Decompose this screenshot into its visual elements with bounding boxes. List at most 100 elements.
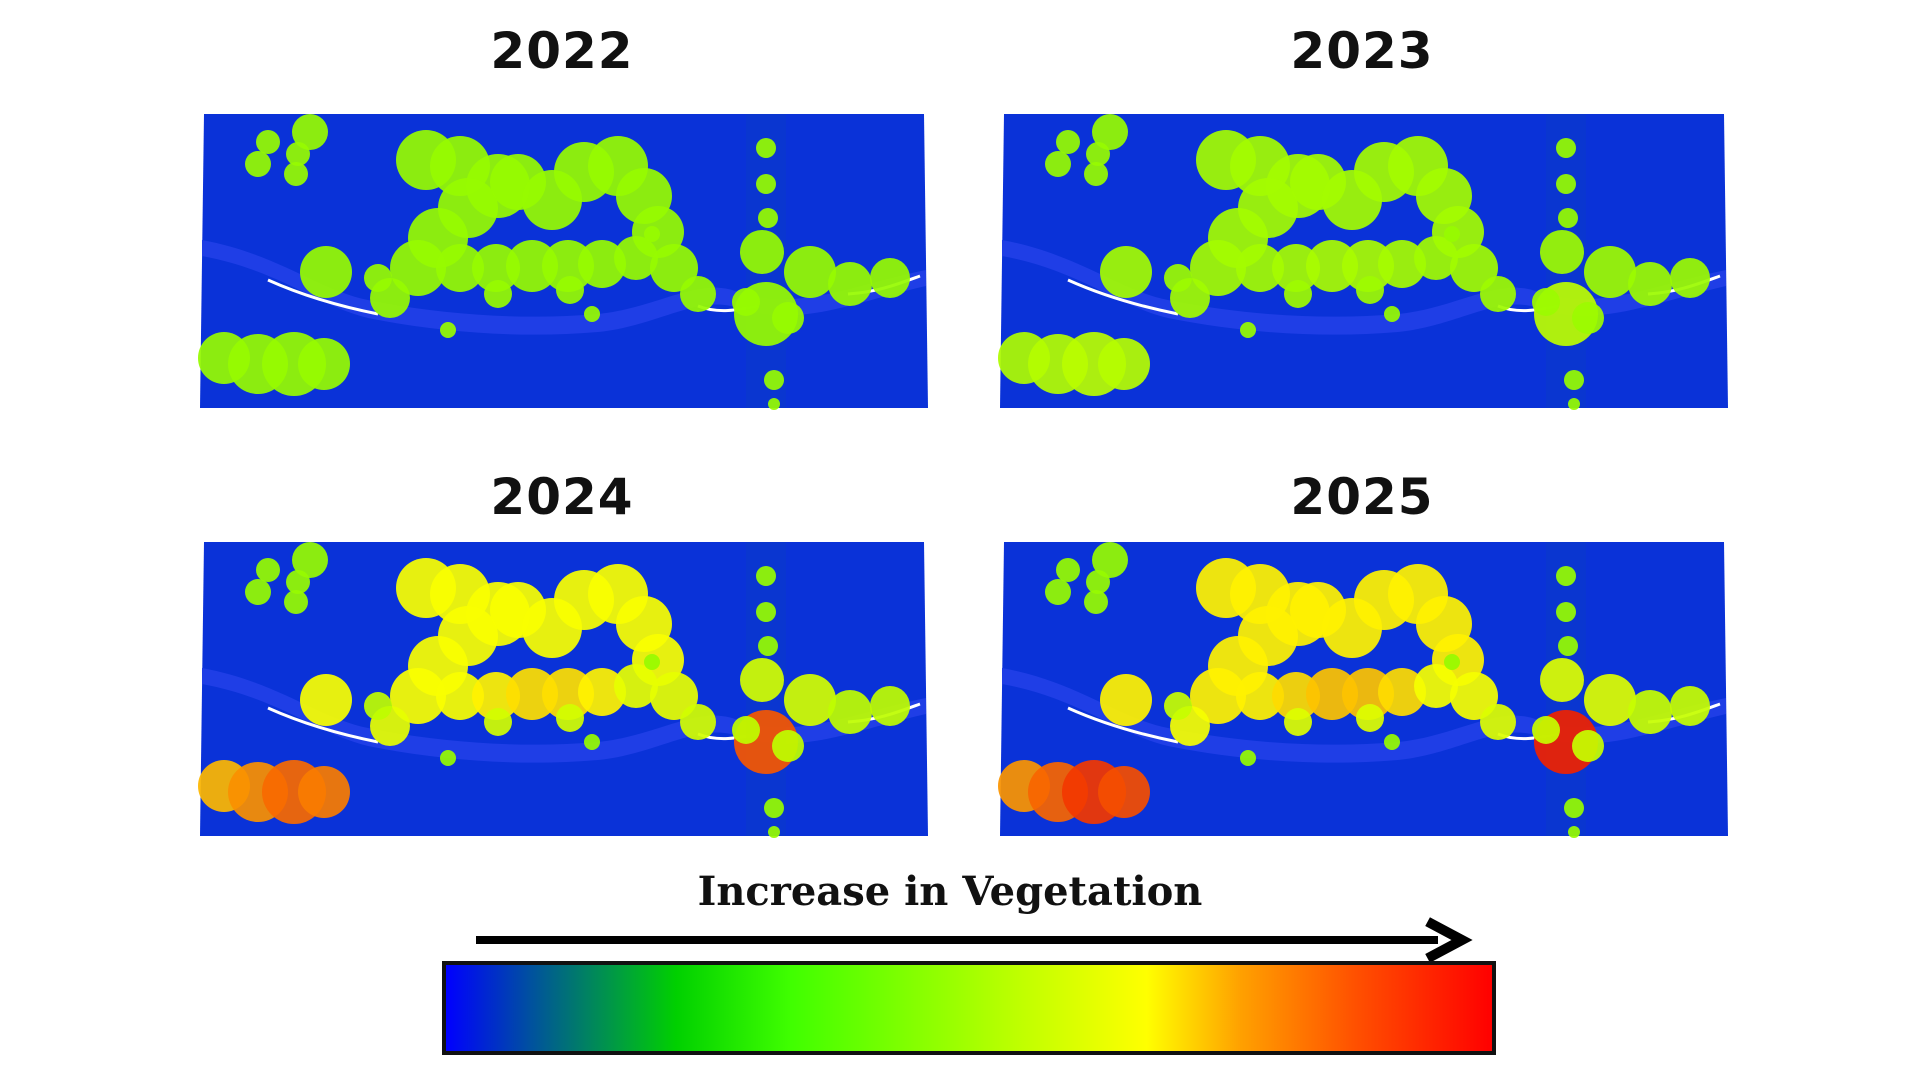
tree-crown [1240, 750, 1256, 766]
tree-crown [1540, 230, 1584, 274]
right-arrow-icon [476, 917, 1473, 963]
stream-bank [1067, 706, 1179, 744]
tree-crown [1164, 692, 1192, 720]
stream-bank [267, 706, 379, 744]
tree-crown [436, 244, 484, 292]
panel-year-2022: 2022 [490, 22, 634, 80]
tree-crown [1556, 602, 1576, 622]
tree-crown [298, 766, 350, 818]
tree-crown [1556, 138, 1576, 158]
tree-crown [284, 590, 308, 614]
tree-crown [1564, 370, 1584, 390]
tree-crown [644, 654, 660, 670]
tree-crown [644, 226, 660, 242]
tree-crown [292, 542, 328, 578]
tree-crown [1628, 690, 1672, 734]
tree-crown [1056, 130, 1080, 154]
tree-crown [364, 264, 392, 292]
tree-crown [1086, 142, 1110, 166]
tree-crown [298, 338, 350, 390]
tree-crown [1628, 262, 1672, 306]
stream-bank [267, 278, 379, 316]
tree-crown [1086, 570, 1110, 594]
tree-crown [1480, 704, 1516, 740]
tree-crown [758, 636, 778, 656]
tree-crown [1284, 280, 1312, 308]
vegetation-map-2025 [998, 542, 1728, 838]
tree-crown [828, 690, 872, 734]
tree-crown [245, 579, 271, 605]
tree-crown [245, 151, 271, 177]
tree-crown [584, 306, 600, 322]
tree-crown [1584, 674, 1636, 726]
tree-crown [756, 566, 776, 586]
tree-crown [1414, 236, 1458, 280]
tree-crown [1450, 244, 1498, 292]
tree-crown [1444, 654, 1460, 670]
tree-crown [1414, 664, 1458, 708]
tree-crown [614, 664, 658, 708]
tree-crown [1084, 590, 1108, 614]
tree-crown [1572, 302, 1604, 334]
tree-crown [300, 246, 352, 298]
tree-crown [614, 236, 658, 280]
tree-crown [1572, 730, 1604, 762]
tree-crown [1540, 658, 1584, 702]
tree-crown [440, 322, 456, 338]
panel-year-2023: 2023 [1290, 22, 1434, 80]
tree-crown [440, 750, 456, 766]
tree-crown [1100, 246, 1152, 298]
tree-crown [1056, 558, 1080, 582]
stream-bank [1067, 278, 1179, 316]
tree-crown [256, 558, 280, 582]
tree-crown [732, 716, 760, 744]
tree-crown [484, 280, 512, 308]
tree-crown [1568, 398, 1580, 410]
tree-crown [1240, 322, 1256, 338]
tree-crown [1378, 240, 1426, 288]
tree-crown [1564, 798, 1584, 818]
tree-crown [578, 668, 626, 716]
tree-crown [1190, 668, 1246, 724]
color-scale-bar [442, 961, 1496, 1055]
tree-crown [556, 276, 584, 304]
tree-crown [1558, 636, 1578, 656]
tree-crown [556, 704, 584, 732]
legend-title: Increase in Vegetation [697, 868, 1203, 915]
tree-crown [364, 692, 392, 720]
tree-crown [292, 114, 328, 150]
tree-crown [1556, 566, 1576, 586]
panel-year-2024: 2024 [490, 468, 634, 526]
tree-crown [484, 708, 512, 736]
tree-crown [870, 258, 910, 298]
tree-crown [1098, 766, 1150, 818]
tree-crown [1450, 672, 1498, 720]
tree-crown [1284, 708, 1312, 736]
tree-crown [256, 130, 280, 154]
tree-crown [758, 208, 778, 228]
tree-crown [1356, 276, 1384, 304]
vegetation-map-2023 [998, 114, 1728, 410]
tree-crown [1584, 246, 1636, 298]
tree-crown [1532, 288, 1560, 316]
tree-crown [784, 674, 836, 726]
tree-crown [1306, 240, 1358, 292]
tree-crown [1444, 226, 1460, 242]
vegetation-map-2022 [198, 114, 928, 410]
tree-crown [828, 262, 872, 306]
tree-crown [1384, 734, 1400, 750]
tree-crown [756, 138, 776, 158]
tree-crown [1558, 208, 1578, 228]
tree-crown [680, 704, 716, 740]
tree-crown [740, 230, 784, 274]
tree-crown [1092, 542, 1128, 578]
tree-crown [1378, 668, 1426, 716]
tree-crown [650, 672, 698, 720]
tree-crown [300, 674, 352, 726]
tree-crown [764, 370, 784, 390]
tree-crown [1100, 674, 1152, 726]
tree-crown [680, 276, 716, 312]
tree-crown [1568, 826, 1580, 838]
tree-crown [740, 658, 784, 702]
tree-crown [584, 734, 600, 750]
